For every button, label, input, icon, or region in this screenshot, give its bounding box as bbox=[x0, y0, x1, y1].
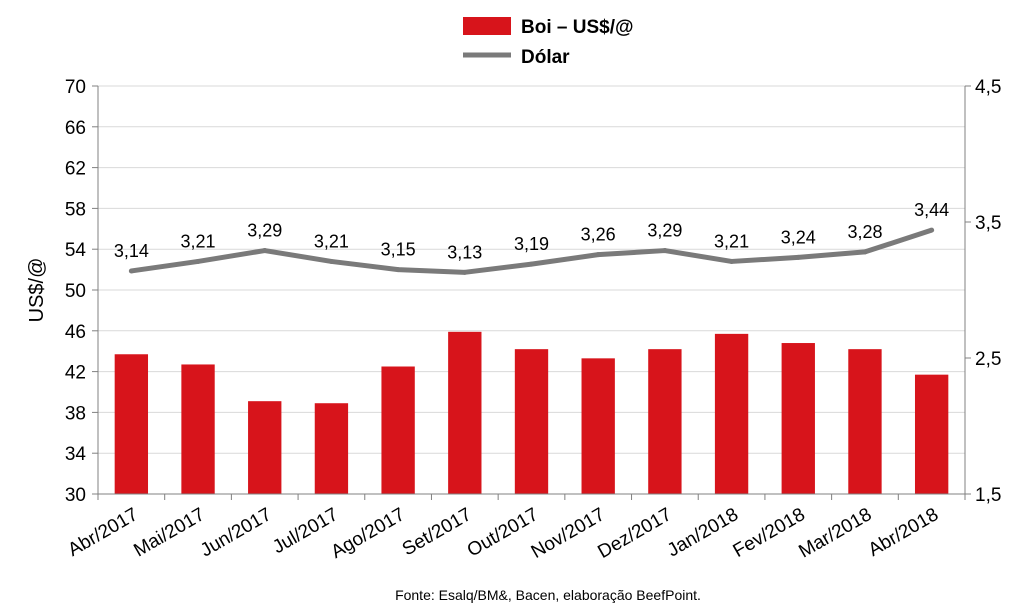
data-labels: 3,14 3,21 3,29 3,21 3,15 3,13 3,19 3,26 3,29 3,21… bbox=[114, 200, 949, 262]
bar-boi bbox=[448, 331, 482, 494]
bar-boi bbox=[714, 333, 749, 494]
y-right-tick-label: 1,5 bbox=[975, 485, 1001, 506]
line-point-dolar bbox=[729, 258, 735, 264]
source-note: Fonte: Esalq/BM&, Bacen, elaboração Beef… bbox=[395, 587, 701, 603]
x-category-label: Set/2017 bbox=[399, 504, 475, 560]
y-left-tick-label: 42 bbox=[65, 363, 86, 384]
data-label-dolar: 3,19 bbox=[514, 234, 549, 254]
line-point-dolar bbox=[195, 258, 201, 264]
x-category-label: Jun/2017 bbox=[197, 504, 275, 561]
y-left-tick-label: 46 bbox=[65, 322, 86, 343]
line-point-dolar bbox=[462, 269, 468, 275]
bar-boi bbox=[514, 349, 549, 494]
y-left-tick-label: 50 bbox=[65, 281, 86, 302]
y-left-tick-label: 54 bbox=[65, 240, 87, 261]
line-point-dolar bbox=[862, 249, 868, 255]
data-label-dolar: 3,26 bbox=[581, 225, 616, 245]
axes bbox=[92, 85, 971, 500]
data-label-dolar: 3,29 bbox=[247, 221, 282, 241]
bar-boi bbox=[848, 349, 882, 494]
bar-boi bbox=[181, 364, 215, 494]
data-label-dolar: 3,21 bbox=[314, 231, 349, 251]
data-label-dolar: 3,15 bbox=[381, 240, 416, 260]
data-label-dolar: 3,28 bbox=[847, 222, 882, 242]
line-point-dolar bbox=[128, 268, 134, 274]
line-point-dolar bbox=[929, 227, 935, 233]
x-category-label: Dez/2017 bbox=[594, 504, 675, 563]
data-label-dolar: 3,14 bbox=[114, 241, 149, 261]
line-point-dolar bbox=[662, 248, 668, 254]
line-point-dolar bbox=[395, 267, 401, 273]
y-left-tick-label: 38 bbox=[65, 403, 86, 424]
y-left-tick-label: 34 bbox=[65, 444, 87, 465]
y-right-tick-label: 2,5 bbox=[975, 349, 1001, 370]
x-category-label: Abr/2018 bbox=[865, 504, 942, 561]
legend-label-dolar: Dólar bbox=[521, 47, 570, 68]
data-label-dolar: 3,13 bbox=[447, 242, 482, 262]
x-category-label: Abr/2017 bbox=[65, 504, 142, 561]
bar-boi bbox=[381, 366, 415, 494]
y-left-tick-label: 30 bbox=[65, 485, 86, 506]
line-point-dolar bbox=[328, 258, 334, 264]
line-point-dolar bbox=[529, 261, 534, 267]
bar-boi bbox=[581, 358, 615, 494]
y-right-tick-label: 4,5 bbox=[975, 77, 1001, 98]
line-point-dolar bbox=[262, 248, 268, 254]
gridlines bbox=[98, 85, 965, 454]
y-axis-left-title: US$/@ bbox=[26, 258, 48, 323]
y-left-tick-label: 58 bbox=[65, 199, 86, 220]
x-category-label: Mar/2018 bbox=[795, 504, 875, 562]
x-category-label: Nov/2017 bbox=[528, 504, 609, 563]
data-label-dolar: 3,21 bbox=[714, 231, 749, 251]
data-label-dolar: 3,24 bbox=[781, 227, 816, 247]
legend-label-boi: Boi – US$/@ bbox=[521, 17, 634, 38]
x-category-label: Out/2017 bbox=[464, 504, 542, 561]
x-category-label: Ago/2017 bbox=[328, 504, 409, 563]
x-category-label: Mai/2017 bbox=[130, 504, 208, 561]
y-left-tick-label: 70 bbox=[65, 77, 86, 98]
dollar-line bbox=[128, 227, 935, 275]
bar-boi bbox=[314, 403, 349, 494]
legend-swatch-boi bbox=[463, 17, 511, 35]
y-right-tick-label: 3,5 bbox=[975, 213, 1001, 234]
bar-boi bbox=[248, 401, 282, 494]
bar-boi bbox=[914, 374, 949, 494]
data-label-dolar: 3,29 bbox=[647, 221, 682, 241]
x-category-label: Jan/2018 bbox=[664, 504, 742, 561]
bar-boi bbox=[781, 343, 815, 494]
bar-boi bbox=[114, 354, 149, 494]
data-label-dolar: 3,21 bbox=[181, 231, 216, 251]
x-category-label: Fev/2018 bbox=[730, 504, 809, 562]
bar-boi bbox=[648, 349, 682, 494]
line-point-dolar bbox=[595, 252, 601, 258]
line-point-dolar bbox=[795, 254, 801, 260]
legend: Boi – US$/@ Dólar bbox=[463, 17, 634, 68]
bars bbox=[114, 331, 949, 494]
data-label-dolar: 3,44 bbox=[914, 200, 949, 220]
y-left-tick-label: 66 bbox=[65, 118, 86, 139]
y-left-tick-label: 62 bbox=[65, 159, 86, 180]
